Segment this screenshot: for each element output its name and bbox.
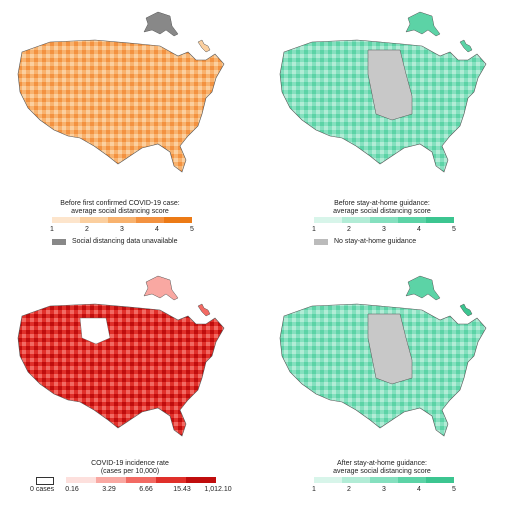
legend-tick: 1 (312, 226, 316, 233)
legend-tick: 3 (382, 226, 386, 233)
legend-tick: 3 (120, 226, 124, 233)
zero-cases-region (79, 317, 111, 345)
legend-swatch (52, 217, 80, 223)
legend-tick: 1,012.10 (204, 486, 232, 493)
legend-tick: 3 (382, 486, 386, 493)
legend-swatch (136, 217, 164, 223)
legend-ticks: 0.16 3.29 6.66 15.43 1,012.10 (65, 486, 231, 496)
legend-unavailable-note: Social distancing data unavailable (52, 238, 177, 245)
legend-no-guidance-note: No stay-at-home guidance (314, 238, 416, 245)
hawaii-map-red (197, 303, 211, 317)
legend-color-scale (52, 217, 192, 223)
us-map-red (17, 303, 225, 437)
legend-swatch (426, 217, 454, 223)
legend-color-scale (66, 477, 216, 483)
legend-tick: 3.29 (102, 486, 116, 493)
legend-swatch (398, 477, 426, 483)
legend-swatch (370, 217, 398, 223)
legend-color-scale (314, 477, 454, 483)
alaska-map-orange (143, 11, 179, 37)
legend-tick: 4 (417, 486, 421, 493)
legend-title: After stay-at-home guidance: average soc… (333, 460, 431, 475)
legend-swatch (108, 217, 136, 223)
no-guidance-label: No stay-at-home guidance (334, 238, 417, 245)
legend-swatch (186, 477, 216, 483)
legend-tick: 5 (190, 226, 194, 233)
legend-tick: 2 (85, 226, 89, 233)
legend-tick: 2 (347, 486, 351, 493)
zero-cases-label: 0 cases (30, 486, 55, 493)
legend-swatch (156, 477, 186, 483)
alaska-map-red (143, 275, 179, 301)
legend-swatch (66, 477, 96, 483)
panel-before-stay-at-home: Before stay-at-home guidance: average so… (262, 0, 523, 260)
us-map-green-after (279, 303, 487, 437)
unavailable-swatch (52, 238, 66, 245)
legend-swatch (314, 217, 342, 223)
legend-swatch (126, 477, 156, 483)
legend-swatch (342, 217, 370, 223)
alaska-map-green-before (405, 11, 441, 37)
no-guidance-swatch (314, 238, 328, 245)
legend-ticks: 1 2 3 4 5 (312, 486, 456, 496)
legend-swatch (164, 217, 192, 223)
legend-ticks: 1 2 3 4 5 (50, 226, 194, 236)
unavailable-label: Social distancing data unavailable (72, 238, 178, 245)
legend-tick: 4 (155, 226, 159, 233)
legend-color-scale (314, 217, 454, 223)
legend-tick: 15.43 (173, 486, 191, 493)
us-map-green-before (279, 39, 487, 173)
us-map-orange (17, 39, 225, 173)
legend-tick: 1 (50, 226, 54, 233)
legend-swatch (370, 477, 398, 483)
hawaii-map-orange (197, 39, 211, 53)
no-guidance-region (367, 313, 413, 385)
legend-swatch (80, 217, 108, 223)
legend-tick: 1 (312, 486, 316, 493)
panel-before-first-case: Before first confirmed COVID-19 case: av… (0, 0, 260, 260)
legend-swatch (426, 477, 454, 483)
legend-tick: 0.16 (65, 486, 79, 493)
no-guidance-region (367, 49, 413, 121)
legend-tick: 2 (347, 226, 351, 233)
legend-swatch (96, 477, 126, 483)
legend-swatch (342, 477, 370, 483)
panel-after-stay-at-home: After stay-at-home guidance: average soc… (262, 262, 523, 519)
legend-tick: 5 (452, 226, 456, 233)
legend-ticks: 1 2 3 4 5 (312, 226, 456, 236)
legend-swatch (398, 217, 426, 223)
hawaii-map-green-before (459, 39, 473, 53)
legend-tick: 4 (417, 226, 421, 233)
panel-incidence-rate: COVID-19 incidence rate (cases per 10,00… (0, 262, 260, 519)
hawaii-map-green-after (459, 303, 473, 317)
legend-title: COVID-19 incidence rate (cases per 10,00… (91, 460, 169, 475)
alaska-map-green-after (405, 275, 441, 301)
legend-tick: 6.66 (139, 486, 153, 493)
zero-cases-swatch (36, 477, 54, 485)
legend-tick: 5 (452, 486, 456, 493)
legend-title: Before stay-at-home guidance: average so… (333, 200, 431, 215)
legend-swatch (314, 477, 342, 483)
legend-title: Before first confirmed COVID-19 case: av… (60, 200, 180, 215)
